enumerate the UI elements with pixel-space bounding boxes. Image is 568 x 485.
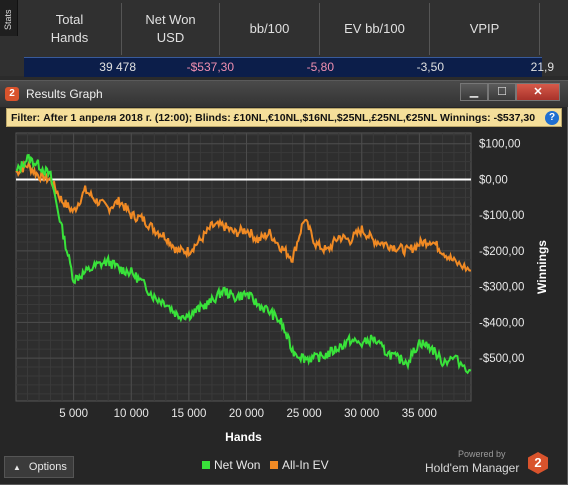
x-tick-label: 20 000 (229, 408, 264, 420)
value-vpip: 21,9 (530, 60, 554, 74)
legend-net-won[interactable]: Net Won (202, 458, 260, 472)
header-vpip[interactable]: VPIP (430, 3, 540, 55)
x-axis-title: Hands (225, 430, 262, 444)
options-button[interactable]: ▲ Options (4, 456, 74, 478)
x-tick-label: 5 000 (59, 408, 88, 420)
results-chart: $100,00 $0,00 -$100,00 -$200,00 -$300,00 -$40… (15, 132, 549, 444)
y-tick-label: $0,00 (479, 174, 508, 186)
results-graph-window: 2 Results Graph ▁ ☐ ✕ Filter: After 1 ап… (0, 80, 568, 485)
legend-net-won-swatch (202, 461, 210, 469)
x-tick-label: 25 000 (287, 408, 322, 420)
filter-summary: Filter: After 1 апреля 2018 г. (12:00); … (11, 112, 535, 124)
header-total-hands[interactable]: Total Hands (18, 3, 122, 55)
chevron-up-icon: ▲ (13, 463, 21, 472)
series-line-all-in-ev (15, 160, 472, 273)
header-bb100-label: bb/100 (249, 21, 290, 36)
brand-name: Hold'em Manager (425, 461, 520, 475)
chart-legend: Net Won All-In EV (0, 451, 568, 481)
header-bb100[interactable]: bb/100 (220, 3, 320, 55)
powered-by-text: Powered by (458, 449, 506, 459)
x-tick-label: 10 000 (114, 408, 149, 420)
brand-logo-icon: 2 (528, 452, 548, 474)
value-total-hands: 39 478 (99, 60, 136, 74)
value-ev-bb100: -3,50 (416, 60, 444, 74)
legend-all-in-ev-label: All-In EV (282, 458, 329, 472)
y-tick-label: -$400,00 (479, 317, 524, 329)
header-net-won[interactable]: Net Won USD (122, 3, 220, 55)
maximize-button[interactable]: ☐ (488, 83, 516, 101)
header-net-won-label: Net Won USD (145, 12, 196, 45)
options-label: Options (28, 461, 67, 473)
y-tick-label: -$300,00 (479, 282, 524, 294)
filter-label: Filter: (11, 112, 41, 124)
header-ev-bb100-label: EV bb/100 (344, 21, 405, 36)
y-tick-label: -$100,00 (479, 210, 524, 222)
plot-area (15, 132, 472, 402)
stats-panel: Stats Total Hands Net Won USD bb/100 EV … (0, 0, 568, 77)
help-icon[interactable]: ? (545, 111, 559, 125)
value-bb100: -5,80 (306, 60, 334, 74)
close-button[interactable]: ✕ (516, 83, 560, 101)
series-line-net-won (15, 153, 472, 375)
stats-tab[interactable]: Stats (0, 0, 18, 36)
legend-all-in-ev[interactable]: All-In EV (270, 458, 329, 472)
window-title: Results Graph (26, 87, 103, 101)
header-ev-bb100[interactable]: EV bb/100 (320, 3, 430, 55)
stats-tab-label: Stats (3, 9, 13, 30)
stats-values-row[interactable]: 39 478 -$537,30 -5,80 -3,50 21,9 (24, 57, 554, 77)
y-tick-label: $100,00 (479, 139, 521, 151)
filter-text: After 1 апреля 2018 г. (12:00); Blinds: … (43, 112, 536, 124)
legend-all-in-ev-swatch (270, 461, 278, 469)
y-axis-title: Winnings (535, 240, 549, 294)
x-tick-label: 35 000 (402, 408, 437, 420)
minimize-button[interactable]: ▁ (460, 83, 488, 101)
header-total-hands-label: Total Hands (50, 12, 89, 45)
filter-bar[interactable]: Filter: After 1 апреля 2018 г. (12:00); … (6, 108, 562, 127)
app-logo-icon: 2 (5, 87, 19, 101)
y-tick-label: -$500,00 (479, 353, 524, 365)
legend-net-won-label: Net Won (214, 458, 261, 472)
value-net-won: -$537,30 (186, 60, 234, 74)
x-tick-label: 30 000 (344, 408, 379, 420)
y-tick-label: -$200,00 (479, 246, 524, 258)
x-tick-label: 15 000 (171, 408, 206, 420)
window-titlebar[interactable]: 2 Results Graph ▁ ☐ ✕ (0, 81, 568, 107)
header-vpip-label: VPIP (469, 21, 500, 36)
